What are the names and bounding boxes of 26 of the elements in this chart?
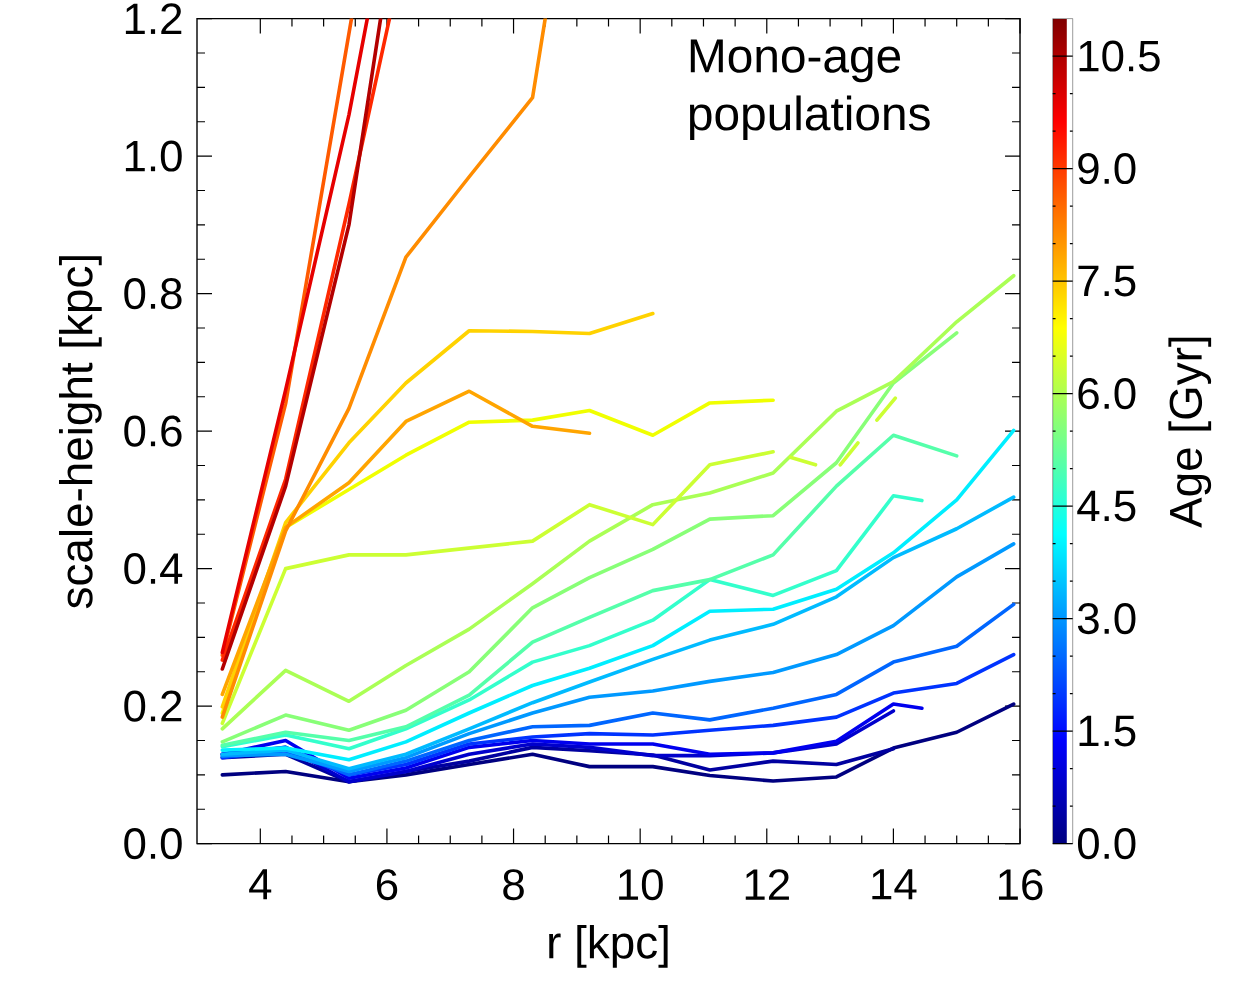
color-bar-title: Age [Gyr] [1168,337,1212,528]
x-tick-label: 6 [376,869,398,901]
color-bar-label: 9.0 [1078,153,1136,185]
color-bar-label: 4.5 [1077,491,1136,522]
x-tick-label: 4 [249,869,272,900]
annotation: Mono-age populations [689,39,930,141]
x-tick-label: 12 [745,869,789,900]
color-bar-label: 10.5 [1079,40,1160,72]
x-tick-label: 10 [619,869,663,901]
x-tick-label: 16 [998,869,1043,901]
y-tick-label: 1.0 [125,140,182,172]
y-tick-label: 0.8 [124,278,182,310]
y-axis-title: scale-height [kpc] [58,256,102,609]
y-tick-label: 0.6 [124,415,182,447]
y-tick-label: 1.2 [125,3,182,35]
color-bar-label: 7.5 [1078,266,1136,297]
y-tick-label: 0.4 [124,553,183,585]
color-bar-label: 1.5 [1079,716,1136,747]
color-bar-label: 3.0 [1077,603,1136,635]
color-bar-label: 0.0 [1077,828,1136,860]
x-axis-title: r [kpc] [549,925,668,968]
x-tick-label: 8 [503,869,524,901]
y-tick-label: 0.0 [124,828,182,860]
y-tick-label: 0.2 [124,690,182,722]
color-bar-label: 6.0 [1078,378,1136,410]
x-tick-label: 14 [872,869,917,900]
